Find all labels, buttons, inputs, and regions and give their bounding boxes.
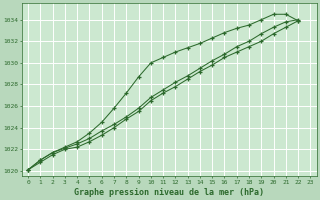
X-axis label: Graphe pression niveau de la mer (hPa): Graphe pression niveau de la mer (hPa) [74, 188, 264, 197]
